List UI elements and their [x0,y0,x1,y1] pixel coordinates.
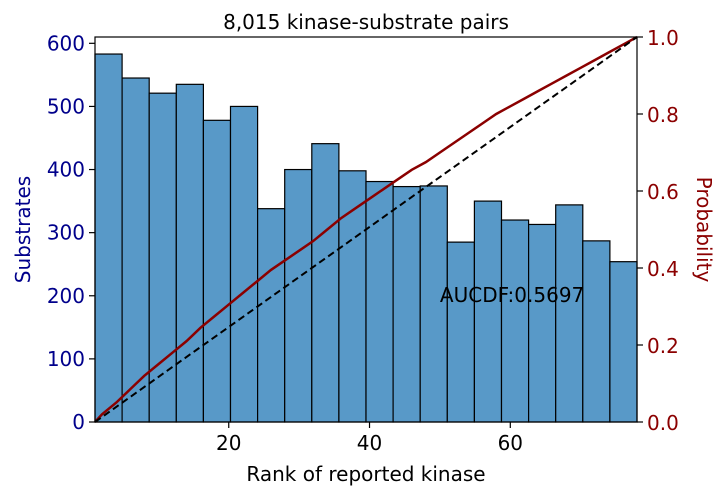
y-axis-right-label: Probability [692,177,716,283]
histogram-bar [311,143,340,423]
cdf-line [94,35,638,423]
chart-title: 8,015 kinase-substrate pairs [223,10,509,34]
plot-frame [94,36,638,423]
histogram-bar [500,219,530,423]
histogram-bar [527,223,557,423]
histogram-bar [473,200,503,423]
y-right-tick-label: 0.2 [647,334,679,358]
y-left-tick-label: 200 [47,284,85,308]
histogram-bar [202,119,232,423]
histogram-bar [338,170,367,423]
histogram-bar [175,83,205,423]
histogram-bar [365,180,394,423]
histogram-bar [419,185,448,423]
histogram-bars [94,53,638,423]
histogram-bar [284,168,313,423]
aucdf-annotation: AUCDF:0.5697 [440,283,584,307]
x-tick-label: 20 [216,431,241,455]
histogram-bar [257,208,286,423]
diagonal-reference-line [94,36,638,423]
histogram-bar [392,185,421,423]
x-tick-label: 60 [498,431,523,455]
histogram-bar [229,105,259,423]
y-axis-right-ticks: 0.0 0.2 0.4 0.6 0.8 1.0 [637,26,679,435]
y-right-tick-label: 1.0 [647,26,679,50]
cdf-lines [94,35,638,423]
y-right-tick-label: 0.8 [647,103,679,127]
histogram-bar [582,240,611,423]
y-axis-left-ticks: 0 100 200 300 400 500 600 [47,31,95,434]
y-right-tick-label: 0.0 [647,411,679,435]
y-left-tick-label: 600 [47,31,85,55]
histogram-bar [94,53,123,423]
x-axis-label: Rank of reported kinase [246,462,485,486]
y-left-tick-label: 100 [47,347,85,371]
y-left-tick-label: 500 [47,94,85,118]
y-left-tick-label: 300 [47,221,85,245]
x-axis-ticks: 20 40 60 [216,422,523,455]
y-right-tick-label: 0.6 [647,180,679,204]
histogram-bar [555,204,584,423]
y-left-tick-label: 0 [72,410,85,434]
y-right-tick-label: 0.4 [647,257,679,281]
histogram-bar [121,77,150,423]
x-tick-label: 40 [357,431,382,455]
histogram-bar [446,241,475,423]
y-axis-left-label: Substrates [11,176,35,283]
y-left-tick-label: 400 [47,158,85,182]
histogram-bar [609,261,638,423]
